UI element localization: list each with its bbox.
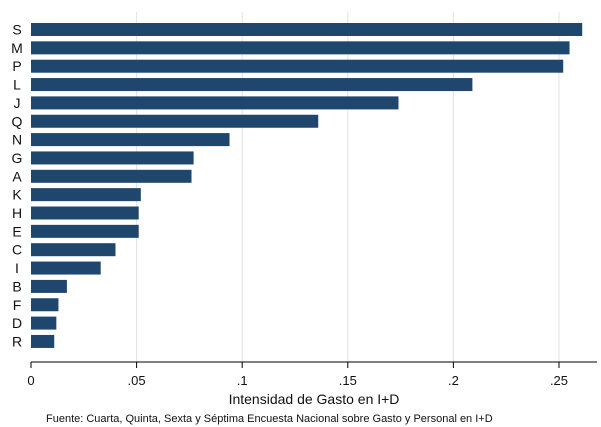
- category-label: E: [12, 223, 21, 239]
- x-tick-label: .15: [339, 373, 357, 388]
- category-label: J: [14, 95, 21, 111]
- category-label: H: [12, 205, 22, 221]
- bar-D: [31, 316, 57, 330]
- bar-G: [31, 151, 194, 165]
- category-label: I: [15, 260, 19, 276]
- bar-Q: [31, 114, 319, 128]
- bar-S: [31, 23, 583, 36]
- category-label: R: [12, 333, 22, 349]
- bar-K: [31, 188, 141, 202]
- bar-M: [31, 41, 570, 55]
- category-label: Q: [12, 113, 23, 129]
- bar-F: [31, 298, 59, 312]
- category-label: M: [11, 40, 23, 56]
- bar-R: [31, 334, 55, 348]
- x-tick-label: 0: [27, 373, 34, 388]
- bar-J: [31, 96, 399, 110]
- category-label: G: [12, 150, 23, 166]
- bar-B: [31, 279, 67, 293]
- bar-C: [31, 243, 116, 257]
- category-label: D: [12, 315, 22, 331]
- x-tick-label: .05: [128, 373, 146, 388]
- bar-N: [31, 133, 230, 147]
- bar-A: [31, 169, 192, 183]
- category-label: K: [12, 187, 22, 203]
- category-label: L: [13, 77, 21, 93]
- bar-L: [31, 78, 473, 92]
- x-axis-title: Intensidad de Gasto en I+D: [229, 391, 400, 407]
- bar-layer: [31, 23, 583, 348]
- category-label: P: [12, 58, 21, 74]
- bar-I: [31, 261, 101, 275]
- category-label: N: [12, 132, 22, 148]
- category-label: C: [12, 242, 22, 258]
- category-label: A: [12, 168, 22, 184]
- bar-H: [31, 206, 139, 220]
- category-label: S: [12, 22, 21, 38]
- x-tick-label: .2: [448, 373, 459, 388]
- source-note: Fuente: Cuarta, Quinta, Sexta y Séptima …: [46, 413, 493, 425]
- bar-E: [31, 224, 139, 238]
- category-label: B: [12, 278, 21, 294]
- bar-P: [31, 59, 564, 73]
- x-tick-label: .1: [237, 373, 248, 388]
- x-tick-label: .25: [550, 373, 568, 388]
- category-label: F: [13, 297, 22, 313]
